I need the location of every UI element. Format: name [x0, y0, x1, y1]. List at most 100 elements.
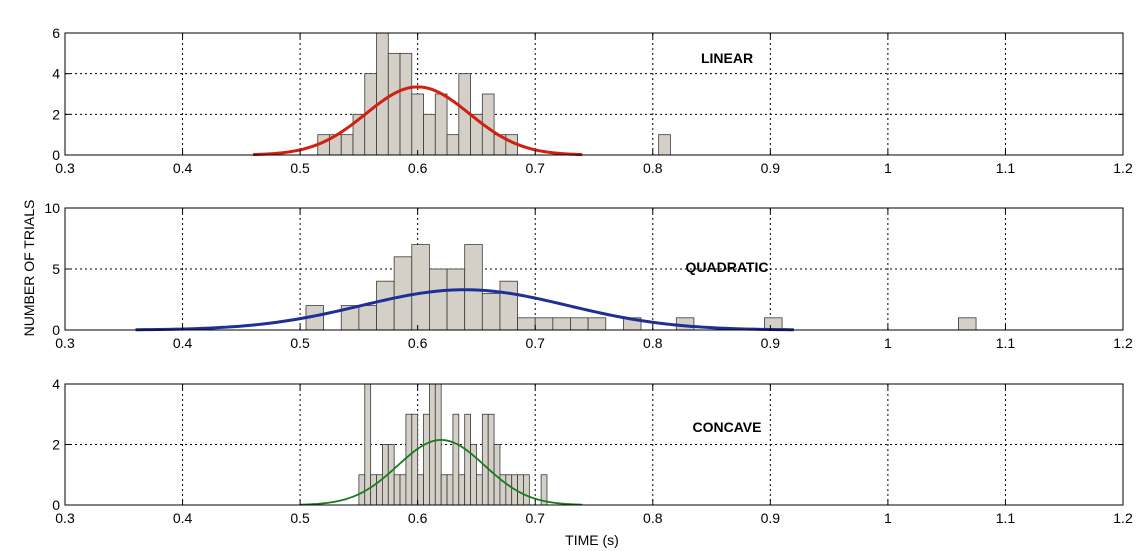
- histogram-bar: [446, 134, 460, 156]
- histogram-bar: [587, 317, 607, 331]
- x-tick-label: 0.8: [643, 335, 663, 351]
- histogram-bar: [517, 474, 524, 506]
- x-tick-label: 1: [884, 510, 892, 526]
- y-tick-label: 10: [44, 200, 60, 216]
- panel-label: LINEAR: [701, 50, 753, 66]
- x-tick-label: 0.5: [290, 510, 310, 526]
- x-tick-label: 0.9: [761, 510, 781, 526]
- histogram-bar: [534, 317, 554, 331]
- x-tick-label: 1.2: [1113, 510, 1133, 526]
- histogram-bar: [434, 383, 442, 506]
- x-tick-label: 1.1: [996, 160, 1016, 176]
- panel-quadratic: 0.3 0.4 0.5 0.6 0.7 0.8 0.9 1 1.1 1.2 0 5 10 QUADRATI…: [44, 200, 1133, 351]
- x-tick-label: 0.4: [173, 335, 193, 351]
- y-tick-label: 0: [52, 497, 60, 513]
- y-tick-label: 4: [52, 66, 60, 82]
- histogram-bar: [458, 474, 466, 506]
- x-tick-label: 0.4: [173, 160, 193, 176]
- histogram-bar: [552, 317, 571, 331]
- histogram-bar: [429, 268, 448, 331]
- histogram-bar: [429, 383, 436, 506]
- histogram-bar: [387, 444, 395, 506]
- y-tick-label: 4: [52, 376, 60, 392]
- histogram-bar: [387, 52, 401, 156]
- x-tick-label: 0.6: [408, 335, 428, 351]
- histogram-bar: [364, 383, 372, 506]
- y-tick-label: 2: [52, 106, 60, 122]
- x-tick-label: 0.9: [761, 160, 781, 176]
- histogram-bar: [958, 317, 977, 331]
- histogram-bar: [452, 413, 460, 506]
- histogram-bar: [358, 474, 366, 506]
- panel-linear: 0.3 0.4 0.5 0.6 0.7 0.8 0.9 1 1.1 1.2 0 2 4 6 LINEAR: [52, 25, 1133, 176]
- histogram-bar: [658, 134, 671, 156]
- histogram-bar: [370, 474, 377, 506]
- x-tick-label: 1.2: [1113, 335, 1133, 351]
- histogram-bar: [376, 280, 395, 331]
- x-tick-label: 1.2: [1113, 160, 1133, 176]
- histogram-bar: [464, 413, 471, 506]
- y-tick-label: 5: [52, 261, 60, 277]
- fit-curve: [300, 439, 583, 506]
- histogram-bar: [405, 413, 413, 506]
- y-axis-title: NUMBER OF TRIALS: [21, 200, 37, 337]
- histogram-bar: [487, 413, 495, 506]
- histogram-bar: [393, 256, 413, 331]
- plot-area: [65, 384, 1123, 505]
- histogram-bar: [481, 413, 489, 506]
- x-tick-label: 0.5: [290, 335, 310, 351]
- x-tick-label: 1.1: [996, 510, 1016, 526]
- axes-frame: [64, 32, 1124, 156]
- x-tick-label: 1: [884, 335, 892, 351]
- histogram-bar: [481, 292, 501, 331]
- fit-curve: [135, 288, 794, 332]
- x-axis-title: TIME (s): [565, 532, 619, 548]
- y-tick-label: 6: [52, 25, 60, 41]
- y-tick-label: 2: [52, 437, 60, 453]
- histogram-bar: [411, 93, 424, 156]
- histogram-bar: [423, 413, 430, 506]
- x-tick-label: 0.7: [525, 335, 545, 351]
- histogram-bar: [476, 474, 483, 506]
- histogram-bar: [464, 244, 483, 331]
- x-tick-label: 0.3: [55, 160, 75, 176]
- plot-area: [65, 33, 1123, 155]
- histogram-bar: [411, 413, 419, 506]
- panel-concave: 0.3 0.4 0.5 0.6 0.7 0.8 0.9 1 1.1 1.2 0 2 4 CONCAVE: [52, 376, 1133, 526]
- histogram-bar: [423, 113, 436, 156]
- x-tick-label: 0.3: [55, 510, 75, 526]
- histogram-bar: [570, 317, 589, 331]
- histogram-bar: [499, 280, 518, 331]
- histogram-bar: [411, 244, 430, 331]
- x-tick-label: 1.1: [996, 335, 1016, 351]
- fit-curve: [253, 85, 583, 157]
- histogram-bar: [376, 32, 389, 156]
- histogram-bar: [358, 305, 377, 331]
- histogram-bar: [440, 474, 448, 506]
- x-tick-label: 0.6: [408, 160, 428, 176]
- histogram-bar: [446, 268, 466, 331]
- x-tick-label: 0.7: [525, 510, 545, 526]
- x-tick-label: 0.5: [290, 160, 310, 176]
- y-tick-label: 0: [52, 322, 60, 338]
- x-tick-label: 0.4: [173, 510, 193, 526]
- x-tick-label: 0.9: [761, 335, 781, 351]
- panel-label: QUADRATIC: [686, 259, 769, 275]
- x-tick-label: 0.6: [408, 510, 428, 526]
- histogram-bar: [434, 93, 448, 156]
- x-tick-label: 1: [884, 160, 892, 176]
- panel-label: CONCAVE: [693, 419, 762, 435]
- x-tick-label: 0.8: [643, 160, 663, 176]
- histogram-bar: [517, 317, 536, 331]
- histogram-bar: [523, 474, 530, 506]
- histogram-bar: [505, 474, 513, 506]
- y-tick-label: 0: [52, 147, 60, 163]
- histogram-bar: [446, 474, 454, 506]
- x-tick-label: 0.8: [643, 510, 663, 526]
- histogram-bar: [417, 474, 424, 506]
- histogram-bar: [393, 474, 401, 506]
- histogram-bar: [399, 474, 407, 506]
- x-tick-label: 0.7: [525, 160, 545, 176]
- x-tick-label: 0.3: [55, 335, 75, 351]
